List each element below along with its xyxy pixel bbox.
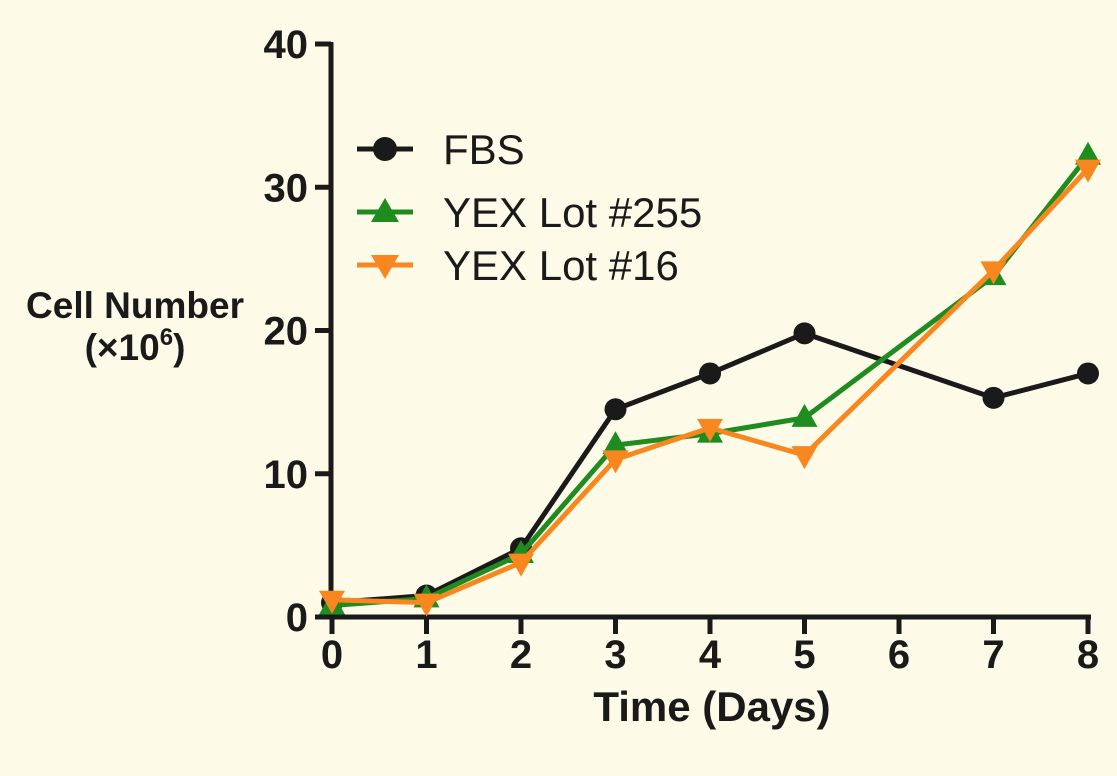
- series-fbs: [321, 322, 1099, 614]
- data-point-circle-icon: [982, 386, 1005, 409]
- legend-item-fbs: FBS: [357, 126, 525, 173]
- x-axis-title: Time (Days): [593, 683, 830, 730]
- legend-label-yex-16: YEX Lot #16: [443, 242, 679, 289]
- x-tick-label: 5: [793, 633, 815, 677]
- legend-item-yex-lot-255: YEX Lot #255: [357, 189, 702, 236]
- x-tick-label: 7: [982, 633, 1004, 677]
- y-axis-title-line2: (×106): [85, 324, 186, 368]
- series-line: [331, 166, 1090, 606]
- data-point-triangle-down-icon: [791, 446, 818, 470]
- data-point-triangle-down-icon: [602, 450, 629, 474]
- circle-marker-icon: [373, 137, 397, 161]
- plot-area: [319, 141, 1101, 617]
- y-axis-title-superscript: 6: [160, 324, 173, 351]
- data-point-triangle-down-icon: [980, 261, 1007, 285]
- y-axis-title-prefix: (×10: [85, 327, 160, 368]
- y-axis-title-line1: Cell Number: [26, 285, 244, 326]
- x-tick-label: 0: [321, 633, 343, 677]
- y-tick-label: 30: [264, 166, 309, 210]
- legend-label-fbs: FBS: [443, 126, 525, 173]
- y-tick-label: 20: [264, 310, 309, 354]
- data-point-triangle-down-icon: [413, 593, 440, 617]
- y-tick-label: 40: [264, 23, 309, 67]
- data-point-circle-icon: [699, 362, 721, 385]
- data-point-triangle-down-icon: [697, 418, 723, 442]
- data-point-circle-icon: [1077, 362, 1099, 385]
- x-tick-label: 8: [1077, 633, 1099, 677]
- series-yex-lot-16: [319, 159, 1101, 617]
- series-line: [331, 330, 1089, 606]
- data-point-triangle-up-icon: [791, 403, 818, 427]
- x-axis-ticks: 0 1 2 3 4 5 6 7 8: [321, 617, 1099, 677]
- y-tick-label: 0: [286, 596, 308, 640]
- y-axis-ticks: 0 10 20 30 40: [264, 23, 331, 640]
- data-point-triangle-down-icon: [1075, 159, 1101, 183]
- data-point-triangle-down-icon: [508, 553, 534, 577]
- x-tick-label: 3: [604, 633, 626, 677]
- y-axis-title-suffix: ): [173, 327, 185, 368]
- y-axis-title: Cell Number (×106): [26, 285, 244, 368]
- y-tick-label: 10: [264, 453, 309, 497]
- x-tick-label: 1: [415, 633, 437, 677]
- data-point-triangle-up-icon: [1075, 141, 1101, 165]
- x-tick-label: 2: [510, 633, 532, 677]
- legend-label-yex-255: YEX Lot #255: [443, 189, 702, 236]
- triangle-down-marker-icon: [371, 255, 399, 279]
- x-tick-label: 4: [699, 633, 722, 677]
- data-point-triangle-down-icon: [319, 590, 345, 614]
- x-tick-label: 6: [888, 633, 910, 677]
- data-point-triangle-up-icon: [602, 431, 629, 455]
- triangle-up-marker-icon: [371, 198, 399, 222]
- legend: FBS YEX Lot #255 YEX Lot #16: [357, 126, 702, 289]
- data-point-circle-icon: [604, 398, 627, 421]
- legend-item-yex-lot-16: YEX Lot #16: [357, 242, 679, 289]
- data-point-circle-icon: [793, 322, 816, 345]
